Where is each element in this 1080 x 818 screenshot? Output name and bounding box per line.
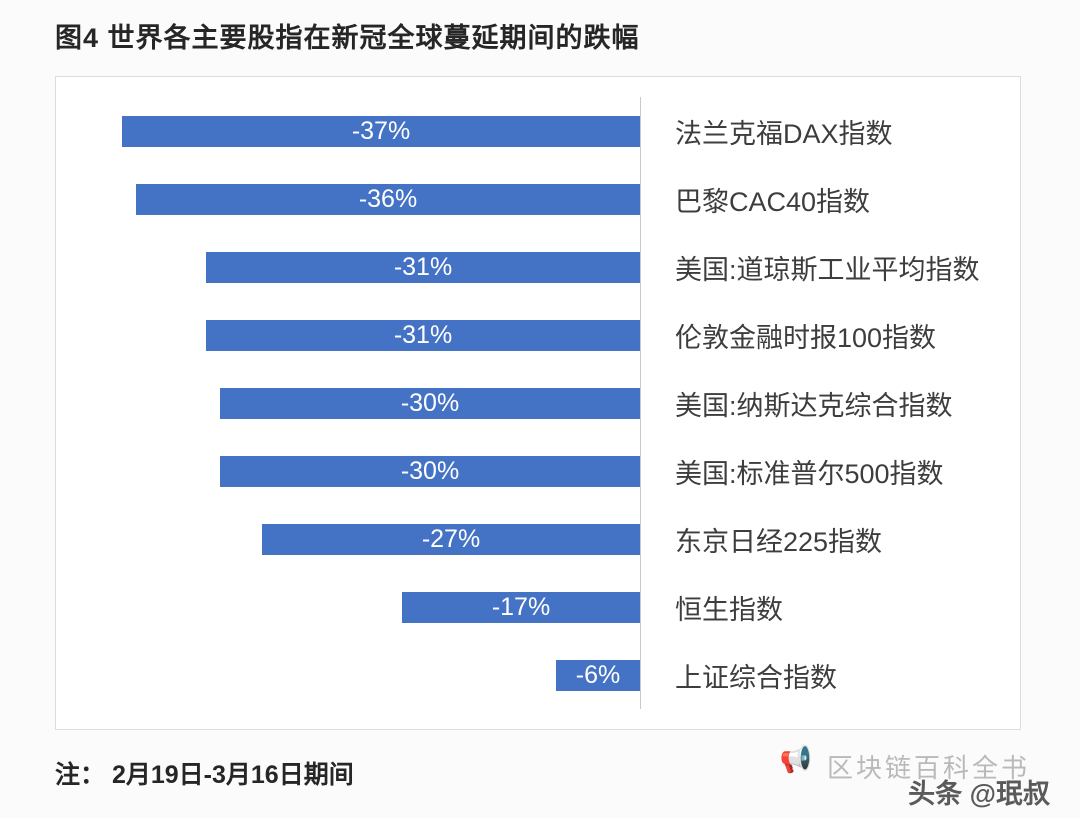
bar-rows-container: -37% 法兰克福DAX指数 -36% 巴黎CAC40指数 -31% 美国:道琼斯工业平均… bbox=[56, 97, 1020, 709]
bar-row: -27% 东京日经225指数 bbox=[56, 505, 1020, 573]
chart-title: 图4 世界各主要股指在新冠全球蔓延期间的跌幅 bbox=[55, 23, 640, 53]
bar-row: -31% 美国:道琼斯工业平均指数 bbox=[56, 233, 1020, 301]
bar-value-label: -31% bbox=[393, 252, 453, 281]
bar: -37% bbox=[122, 115, 640, 147]
bar-value-label: -31% bbox=[393, 320, 453, 349]
bar: -30% bbox=[220, 387, 640, 419]
bar-value-label: -36% bbox=[358, 184, 418, 213]
bar-row: -6% 上证综合指数 bbox=[56, 641, 1020, 709]
bar-area: -37% bbox=[56, 97, 641, 165]
category-label: 恒生指数 bbox=[675, 594, 783, 625]
bar-area: -30% bbox=[56, 369, 641, 437]
bar-row: -17% 恒生指数 bbox=[56, 573, 1020, 641]
bar-value-label: -37% bbox=[351, 116, 411, 145]
bar-value-label: -27% bbox=[421, 524, 481, 553]
bar-value-label: -6% bbox=[575, 660, 621, 689]
bar-row: -36% 巴黎CAC40指数 bbox=[56, 165, 1020, 233]
bar-area: -31% bbox=[56, 301, 641, 369]
category-label: 美国:纳斯达克综合指数 bbox=[675, 390, 953, 421]
bar-value-label: -30% bbox=[400, 456, 460, 485]
category-label: 上证综合指数 bbox=[675, 662, 837, 693]
bar-row: -30% 美国:纳斯达克综合指数 bbox=[56, 369, 1020, 437]
bar: -36% bbox=[136, 183, 640, 215]
watermark: 📢 区块链百科全书 头条 @珉叔 bbox=[730, 742, 1060, 812]
bar-row: -37% 法兰克福DAX指数 bbox=[56, 97, 1020, 165]
bar-area: -31% bbox=[56, 233, 641, 301]
bar-row: -30% 美国:标准普尔500指数 bbox=[56, 437, 1020, 505]
watermark-back-text: 区块链百科全书 bbox=[826, 753, 1030, 783]
category-label: 东京日经225指数 bbox=[675, 526, 883, 557]
bar: -17% bbox=[402, 591, 640, 623]
bar-area: -6% bbox=[56, 641, 641, 709]
bar: -30% bbox=[220, 455, 640, 487]
watermark-front-text: 头条 @珉叔 bbox=[908, 779, 1050, 809]
bar-area: -17% bbox=[56, 573, 641, 641]
category-label: 巴黎CAC40指数 bbox=[675, 186, 871, 217]
bar: -31% bbox=[206, 251, 640, 283]
bar-row: -31% 伦敦金融时报100指数 bbox=[56, 301, 1020, 369]
chart-panel: -37% 法兰克福DAX指数 -36% 巴黎CAC40指数 -31% 美国:道琼斯工业平均… bbox=[55, 76, 1021, 730]
bar-area: -30% bbox=[56, 437, 641, 505]
category-label: 美国:标准普尔500指数 bbox=[675, 458, 944, 489]
bar-value-label: -30% bbox=[400, 388, 460, 417]
bar: -27% bbox=[262, 523, 640, 555]
category-label: 法兰克福DAX指数 bbox=[675, 118, 893, 149]
megaphone-icon: 📢 bbox=[779, 744, 812, 774]
category-label: 美国:道琼斯工业平均指数 bbox=[675, 254, 980, 285]
bar: -6% bbox=[556, 659, 640, 691]
bar-value-label: -17% bbox=[491, 592, 551, 621]
bar-area: -36% bbox=[56, 165, 641, 233]
category-label: 伦敦金融时报100指数 bbox=[675, 322, 937, 353]
chart-note: 注： 2月19日-3月16日期间 bbox=[55, 761, 354, 789]
bar-area: -27% bbox=[56, 505, 641, 573]
bar: -31% bbox=[206, 319, 640, 351]
